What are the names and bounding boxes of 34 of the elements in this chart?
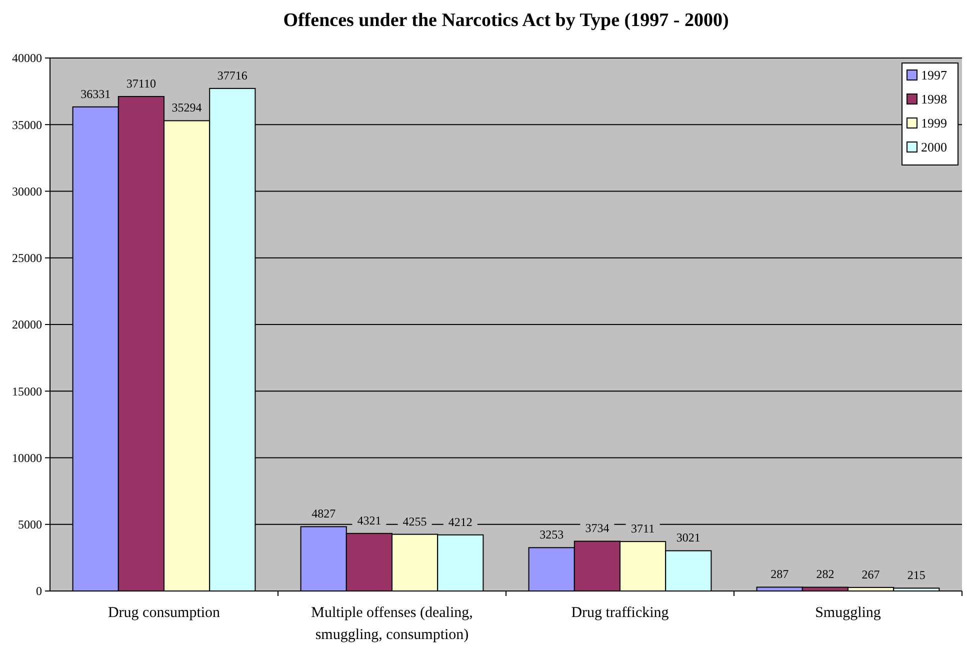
x-tick-label: Smuggling xyxy=(815,605,882,621)
y-tick-label: 20000 xyxy=(12,318,42,332)
x-tick-label: Drug trafficking xyxy=(571,605,670,621)
data-label: 4321 xyxy=(357,513,382,528)
data-label: 267 xyxy=(862,567,880,582)
legend-label: 1999 xyxy=(921,116,947,131)
data-label: 215 xyxy=(907,568,926,582)
x-tick-label: Multiple offenses (dealing, smuggling, consumption) xyxy=(311,605,473,643)
data-label: 37110 xyxy=(126,76,156,91)
data-label: 287 xyxy=(770,567,789,582)
data-label: 3711 xyxy=(631,522,655,536)
data-label: 36331 xyxy=(80,86,111,101)
data-label: 3734 xyxy=(585,521,610,536)
y-tick-label: 10000 xyxy=(12,450,42,465)
data-label: 35294 xyxy=(172,100,202,115)
data-label: 282 xyxy=(816,567,834,582)
chart-title: Offences under the Narcotics Act by Type (1997 - 2000) xyxy=(283,10,729,31)
data-label: 4212 xyxy=(448,514,472,529)
data-label: 37716 xyxy=(217,68,248,82)
data-label: 3253 xyxy=(540,528,564,542)
y-tick-label: 15000 xyxy=(12,384,42,398)
y-tick-label: 5000 xyxy=(18,518,42,532)
y-tick-label: 0 xyxy=(36,584,42,598)
data-label: 3021 xyxy=(676,530,700,545)
legend-label: 1997 xyxy=(921,68,948,83)
legend-label: 1998 xyxy=(921,92,947,107)
y-tick-label: 35000 xyxy=(12,118,42,132)
data-label: 4255 xyxy=(402,514,427,528)
x-tick-label: Drug consumption xyxy=(108,605,221,621)
legend-label: 2000 xyxy=(921,140,947,155)
y-tick-label: 40000 xyxy=(12,51,42,66)
y-tick-label: 25000 xyxy=(12,251,42,266)
data-label: 4827 xyxy=(312,506,336,521)
y-tick-label: 30000 xyxy=(12,184,42,198)
